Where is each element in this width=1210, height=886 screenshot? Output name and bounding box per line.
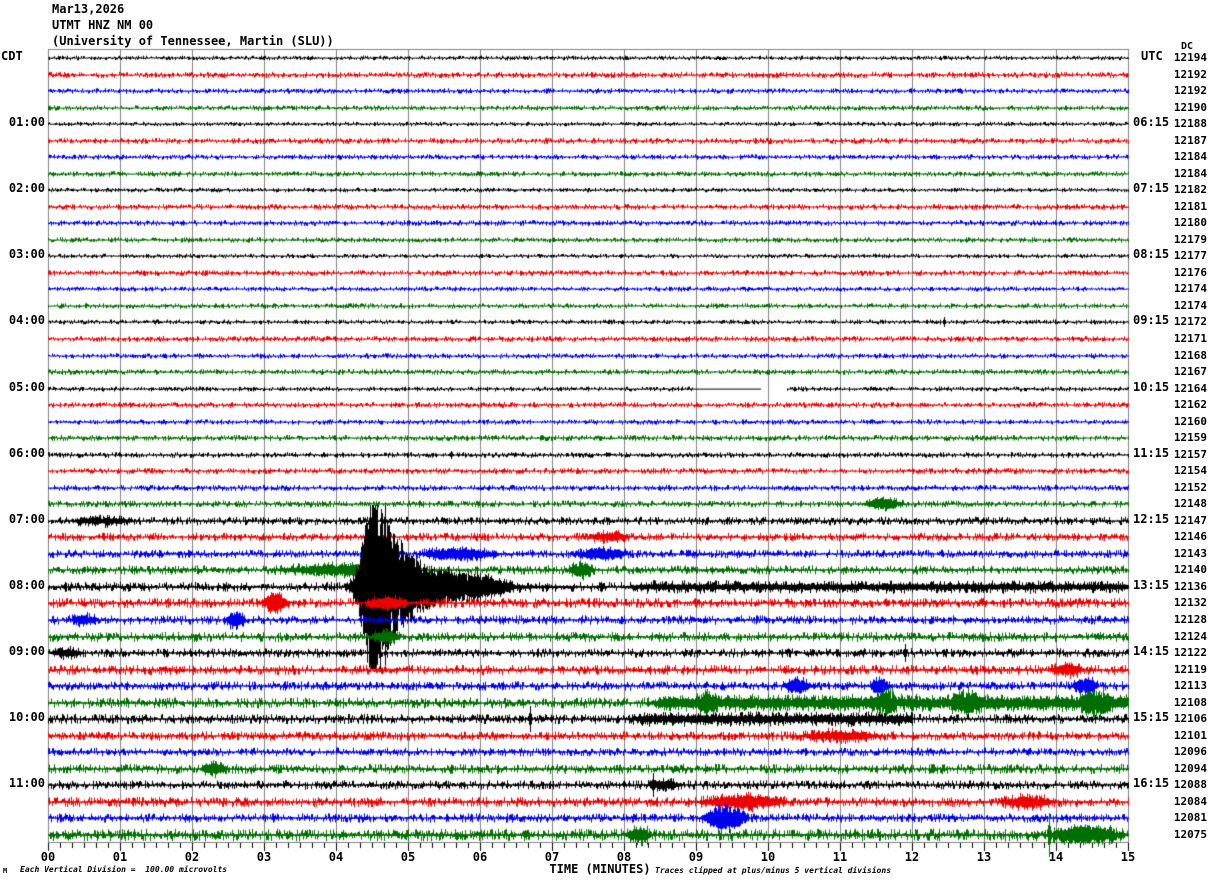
clip-note: Traces clipped at plus/minus 5 vertical … xyxy=(655,866,892,875)
dc-offset-value: 12159 xyxy=(1173,431,1207,444)
dc-offset-value: 12132 xyxy=(1173,596,1207,609)
dc-offset-value: 12167 xyxy=(1173,365,1207,378)
right-time-label: 07:15 xyxy=(1133,181,1170,195)
dc-offset-value: 12184 xyxy=(1173,167,1207,180)
x-tick-label: 02 xyxy=(184,850,200,864)
dc-offset-value: 12194 xyxy=(1173,51,1207,64)
dc-offset-value: 12081 xyxy=(1173,811,1207,824)
x-tick-label: 15 xyxy=(1120,850,1136,864)
dc-offset-value: 12177 xyxy=(1173,249,1207,262)
right-time-label: 09:15 xyxy=(1133,313,1170,327)
dc-offset-value: 12113 xyxy=(1173,679,1207,692)
x-tick-label: 06 xyxy=(472,850,488,864)
dc-offset-value: 12148 xyxy=(1173,497,1207,510)
dc-offset-value: 12174 xyxy=(1173,299,1207,312)
dc-offset-value: 12108 xyxy=(1173,696,1207,709)
left-time-label: 01:00 xyxy=(8,115,45,129)
station-id: UTMT HNZ NM 00 xyxy=(52,18,154,32)
dc-offset-value: 12146 xyxy=(1173,530,1207,543)
dc-offset-value: 12124 xyxy=(1173,630,1207,643)
x-tick-label: 07 xyxy=(544,850,560,864)
dc-offset-value: 12179 xyxy=(1173,233,1207,246)
watermark-mark: M xyxy=(3,867,8,875)
right-time-label: 10:15 xyxy=(1133,380,1170,394)
left-timezone-label: CDT xyxy=(1,49,23,63)
right-time-label: 13:15 xyxy=(1133,578,1170,592)
left-time-label: 03:00 xyxy=(8,247,45,261)
dc-offset-value: 12192 xyxy=(1173,84,1207,97)
x-tick-label: 14 xyxy=(1048,850,1064,864)
dc-offset-value: 12188 xyxy=(1173,117,1207,130)
dc-offset-value: 12119 xyxy=(1173,663,1207,676)
dc-offset-value: 12152 xyxy=(1173,481,1207,494)
dc-offset-value: 12162 xyxy=(1173,398,1207,411)
station-name: (University of Tennessee, Martin (SLU)) xyxy=(52,34,334,48)
dc-offset-value: 12154 xyxy=(1173,464,1207,477)
dc-offset-value: 12136 xyxy=(1173,580,1207,593)
x-tick-label: 05 xyxy=(400,850,416,864)
dc-offset-value: 12106 xyxy=(1173,712,1207,725)
left-time-label: 08:00 xyxy=(8,578,45,592)
right-time-label: 12:15 xyxy=(1133,512,1170,526)
left-time-label: 10:00 xyxy=(8,710,45,724)
left-time-label: 06:00 xyxy=(8,446,45,460)
dc-offset-value: 12187 xyxy=(1173,134,1207,147)
left-time-label: 04:00 xyxy=(8,313,45,327)
dc-offset-value: 12128 xyxy=(1173,613,1207,626)
x-tick-label: 09 xyxy=(688,850,704,864)
dc-offset-value: 12075 xyxy=(1173,828,1207,841)
right-time-label: 06:15 xyxy=(1133,115,1170,129)
dc-offset-value: 12190 xyxy=(1173,101,1207,114)
dc-offset-value: 12084 xyxy=(1173,795,1207,808)
dc-offset-value: 12182 xyxy=(1173,183,1207,196)
dc-offset-value: 12174 xyxy=(1173,282,1207,295)
dc-offset-value: 12101 xyxy=(1173,729,1207,742)
x-tick-label: 12 xyxy=(904,850,920,864)
left-time-label: 09:00 xyxy=(8,644,45,658)
x-tick-label: 03 xyxy=(256,850,272,864)
dc-offset-value: 12094 xyxy=(1173,762,1207,775)
dc-offset-value: 12176 xyxy=(1173,266,1207,279)
dc-offset-value: 12096 xyxy=(1173,745,1207,758)
dc-offset-value: 12160 xyxy=(1173,415,1207,428)
right-time-label: 16:15 xyxy=(1133,776,1170,790)
x-tick-label: 04 xyxy=(328,850,344,864)
left-time-label: 02:00 xyxy=(8,181,45,195)
right-time-label: 11:15 xyxy=(1133,446,1170,460)
x-axis-title: TIME (MINUTES) xyxy=(549,862,651,876)
dc-offset-value: 12164 xyxy=(1173,382,1207,395)
dc-header-label: DC xyxy=(1181,41,1194,52)
dc-offset-value: 12180 xyxy=(1173,216,1207,229)
dc-offset-value: 12122 xyxy=(1173,646,1207,659)
dc-offset-value: 12184 xyxy=(1173,150,1207,163)
x-tick-label: 11 xyxy=(832,850,848,864)
right-timezone-label: UTC xyxy=(1141,49,1163,63)
dc-offset-value: 12192 xyxy=(1173,68,1207,81)
x-tick-label: 10 xyxy=(760,850,776,864)
right-time-label: 08:15 xyxy=(1133,247,1170,261)
left-time-label: 07:00 xyxy=(8,512,45,526)
dc-offset-value: 12143 xyxy=(1173,547,1207,560)
plot-date: Mar13,2026 xyxy=(52,2,125,16)
x-tick-label: 13 xyxy=(976,850,992,864)
right-time-label: 15:15 xyxy=(1133,710,1170,724)
dc-offset-value: 12181 xyxy=(1173,200,1207,213)
dc-offset-value: 12140 xyxy=(1173,563,1207,576)
dc-offset-value: 12172 xyxy=(1173,315,1207,328)
x-tick-label: 00 xyxy=(40,850,56,864)
x-tick-label: 08 xyxy=(616,850,632,864)
dc-offset-value: 12168 xyxy=(1173,349,1207,362)
dc-offset-value: 12171 xyxy=(1173,332,1207,345)
dc-offset-value: 12147 xyxy=(1173,514,1207,527)
dc-offset-value: 12088 xyxy=(1173,778,1207,791)
left-time-label: 11:00 xyxy=(8,776,45,790)
x-tick-label: 01 xyxy=(112,850,128,864)
scale-note: Each Vertical Division = 100.00 microvol… xyxy=(20,865,228,874)
left-time-label: 05:00 xyxy=(8,380,45,394)
dc-offset-value: 12157 xyxy=(1173,448,1207,461)
right-time-label: 14:15 xyxy=(1133,644,1170,658)
